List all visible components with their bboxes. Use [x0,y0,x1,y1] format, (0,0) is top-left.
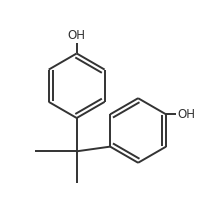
Text: OH: OH [68,29,86,42]
Text: OH: OH [177,108,195,121]
